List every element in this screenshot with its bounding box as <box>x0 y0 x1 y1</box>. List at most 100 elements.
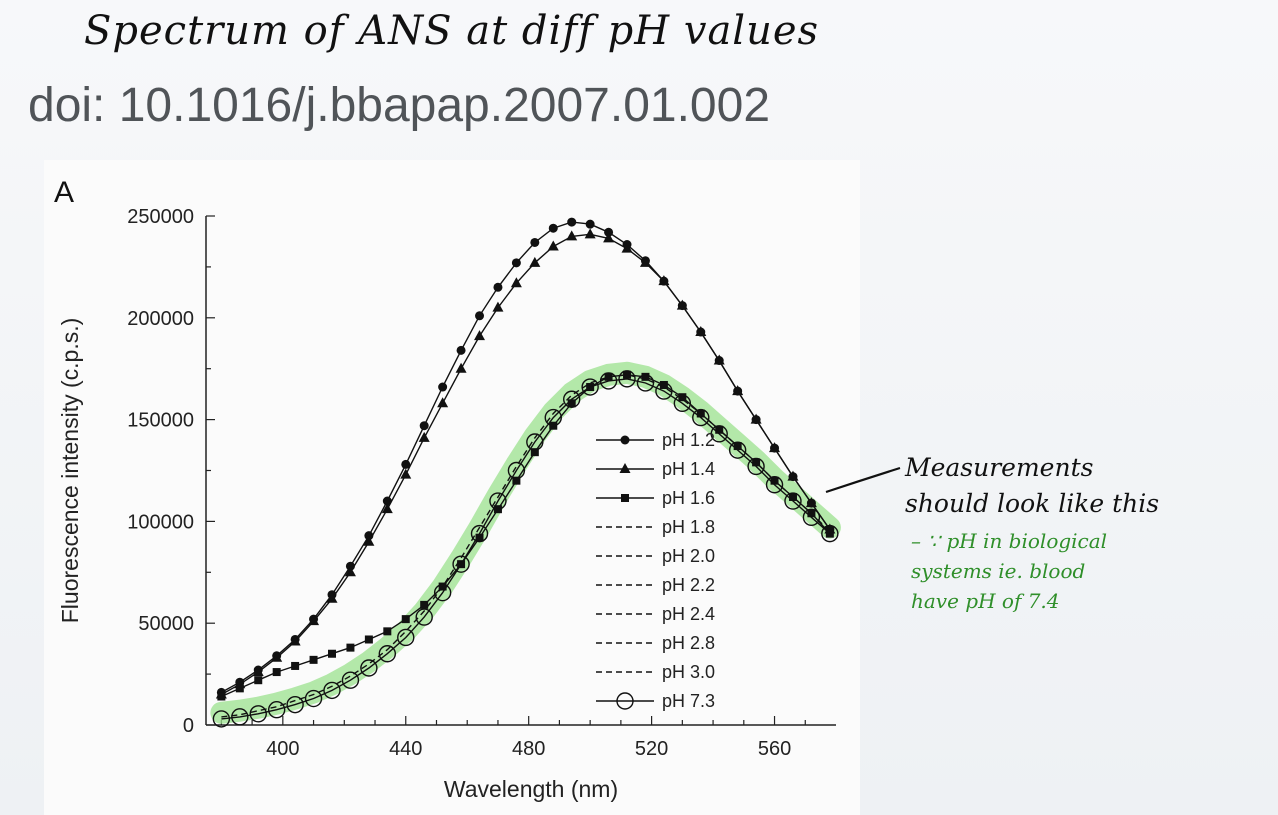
data-point <box>655 382 673 400</box>
data-point <box>418 431 430 442</box>
data-point <box>420 600 429 609</box>
series-line <box>221 378 831 720</box>
data-point <box>769 442 781 453</box>
data-point <box>618 370 636 388</box>
data-point <box>400 468 412 479</box>
data-point <box>732 385 744 396</box>
legend-label: pH 2.4 <box>662 604 715 624</box>
data-point <box>252 666 264 677</box>
data-point <box>621 242 633 253</box>
data-point <box>567 399 576 408</box>
legend-label: pH 1.8 <box>662 517 715 537</box>
data-point <box>510 277 522 288</box>
y-tick-label: 200000 <box>127 308 194 330</box>
x-tick-label: 400 <box>266 738 299 760</box>
data-point <box>787 470 799 481</box>
legend-label: pH 7.3 <box>662 691 715 711</box>
data-point <box>530 237 540 247</box>
data-point <box>619 463 631 473</box>
x-tick-label: 480 <box>512 738 545 760</box>
data-point <box>641 372 650 381</box>
highlight-stroke <box>210 361 841 724</box>
data-point <box>475 533 484 542</box>
data-point <box>747 457 765 476</box>
data-point <box>363 535 375 546</box>
data-point <box>621 494 629 502</box>
data-point <box>659 380 668 389</box>
data-point <box>710 425 728 443</box>
data-point <box>360 659 378 677</box>
data-point <box>254 676 263 685</box>
data-point <box>728 441 747 459</box>
data-point <box>271 651 283 662</box>
data-point <box>489 492 507 510</box>
legend-label: pH 2.0 <box>662 546 715 566</box>
data-point <box>323 681 341 700</box>
data-point <box>456 345 466 355</box>
data-point <box>581 378 599 396</box>
data-point <box>401 459 411 469</box>
data-point <box>639 256 651 267</box>
fluorescence-chart: 400 440 480 520 560 0 50000 100000 150000 200000 2… <box>54 176 841 802</box>
data-point <box>344 566 356 577</box>
data-point <box>584 228 596 239</box>
data-point <box>341 671 360 689</box>
doi-text: doi: 10.1016/j.bbapap.2007.01.002 <box>28 79 771 132</box>
data-point <box>346 643 355 652</box>
data-point <box>604 372 613 381</box>
y-tick-label: 150000 <box>127 410 194 432</box>
data-point <box>474 330 486 341</box>
data-point <box>415 608 433 626</box>
data-point <box>364 635 373 644</box>
series-line <box>221 374 831 698</box>
data-point <box>750 413 762 424</box>
data-point <box>492 301 504 312</box>
annotation-line: Measurements <box>905 453 1094 482</box>
annotation-main-note: Measurements should look like this <box>905 450 1265 522</box>
data-point <box>788 492 797 501</box>
legend-label: pH 2.2 <box>662 575 715 595</box>
data-point <box>470 524 489 543</box>
data-point <box>805 497 817 508</box>
y-axis-title: Fluorescence intensity (c.p.s.) <box>57 318 83 624</box>
data-point <box>291 661 300 670</box>
data-point <box>475 311 485 321</box>
data-point <box>765 476 784 494</box>
data-point <box>289 635 301 646</box>
data-point <box>308 615 320 626</box>
data-point <box>326 592 338 603</box>
data-point <box>636 374 655 392</box>
x-tick-label: 560 <box>758 738 791 760</box>
data-point <box>676 299 688 310</box>
series-line <box>221 233 831 696</box>
data-point <box>272 668 281 677</box>
data-point <box>512 476 521 485</box>
y-tick-label: 100000 <box>127 511 194 533</box>
data-point <box>673 394 692 413</box>
data-point <box>603 232 615 243</box>
annotation-green-note: – ∵ pH in biological systems ie. blood h… <box>905 526 1265 616</box>
y-tick-label: 0 <box>183 715 194 737</box>
data-point <box>567 217 577 227</box>
x-tick-label: 520 <box>635 738 668 760</box>
data-point <box>452 555 470 573</box>
data-point <box>821 524 839 543</box>
legend-label: pH 1.2 <box>662 430 715 450</box>
data-point <box>419 421 429 431</box>
annotation-green-line: have pH of 7.4 <box>911 589 1060 613</box>
y-tick-label: 50000 <box>138 613 194 635</box>
data-point <box>563 390 581 408</box>
data-point <box>715 425 724 434</box>
panel-label: A <box>54 176 74 209</box>
data-point <box>548 223 558 233</box>
data-point <box>526 433 544 451</box>
figure-panel: 400 440 480 520 560 0 50000 100000 150000 200000 2… <box>44 160 860 815</box>
data-point <box>249 705 267 723</box>
data-point <box>378 645 397 663</box>
data-point <box>217 692 226 701</box>
data-point <box>566 230 578 241</box>
annotation-line: should look like this <box>905 489 1160 518</box>
data-point <box>678 393 687 402</box>
data-point <box>382 496 392 506</box>
data-point <box>695 326 707 337</box>
